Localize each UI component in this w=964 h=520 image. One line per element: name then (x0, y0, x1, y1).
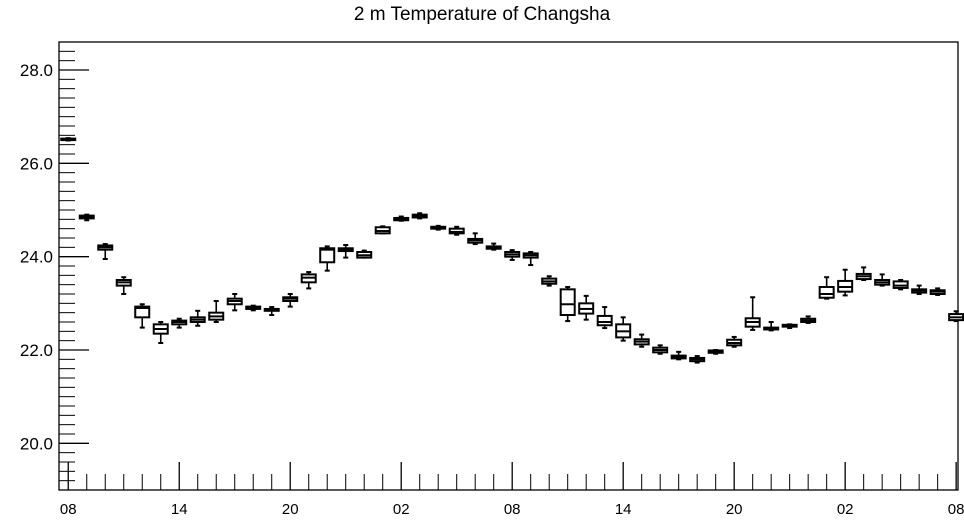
box-18 (393, 215, 410, 222)
x-tick-label: 14 (615, 501, 632, 518)
box-17 (374, 225, 391, 235)
box-9 (226, 293, 243, 312)
y-tick-label: 28.0 (20, 61, 53, 80)
x-tick-label: 08 (948, 501, 964, 518)
box-2 (97, 243, 114, 260)
box-14 (319, 245, 336, 272)
box-33 (670, 350, 687, 361)
box-36 (726, 335, 743, 348)
y-tick-label: 26.0 (20, 154, 53, 173)
box-7 (189, 309, 206, 327)
box-48 (948, 310, 964, 323)
box-47 (929, 287, 946, 296)
box-12 (282, 293, 299, 308)
plot-frame (58, 41, 959, 491)
box-iqr (559, 288, 576, 317)
box-32 (652, 344, 669, 355)
box-4 (134, 303, 151, 329)
box-11 (263, 306, 280, 316)
box-24 (504, 249, 521, 261)
axes: 20.0 22.0 24.0 26.0 28.0 08 14 20 02 08 14 20 02 08 (20, 41, 964, 518)
x-tick-label: 08 (504, 501, 521, 518)
box-34 (689, 355, 706, 364)
box-26 (541, 275, 558, 287)
box-16 (356, 249, 373, 259)
y-tick-label: 24.0 (20, 248, 53, 267)
box-25 (522, 251, 539, 267)
box-46 (911, 284, 928, 295)
box-45 (892, 279, 909, 291)
y-tick-label: 20.0 (20, 434, 53, 453)
box-37 (744, 296, 761, 331)
box-30 (615, 316, 632, 342)
box-35 (707, 349, 724, 355)
box-31 (633, 333, 650, 348)
x-tick-label: 08 (60, 501, 77, 518)
box-1 (78, 213, 95, 222)
x-tick-label: 02 (393, 501, 410, 518)
box-iqr (319, 247, 336, 264)
box-44 (874, 273, 891, 287)
box-27 (559, 286, 576, 323)
box-5 (152, 321, 169, 344)
box-19 (411, 212, 428, 220)
box-23 (485, 242, 502, 251)
box-iqr (134, 305, 151, 319)
box-0 (60, 137, 77, 142)
chart-title: 2 m Temperature of Changsha (353, 4, 611, 25)
y-tick-label: 22.0 (20, 341, 53, 360)
box-21 (448, 225, 465, 236)
box-38 (763, 321, 780, 332)
boxes (60, 137, 964, 364)
box-15 (337, 244, 354, 259)
box-13 (300, 271, 317, 290)
box-28 (578, 294, 595, 321)
box-iqr (596, 314, 613, 327)
x-tick-label: 14 (171, 501, 188, 518)
box-41 (818, 276, 835, 300)
box-3 (115, 276, 132, 295)
box-iqr (818, 286, 835, 299)
box-29 (596, 306, 613, 330)
x-tick-label: 20 (282, 501, 299, 518)
box-10 (245, 304, 262, 312)
box-6 (171, 317, 188, 329)
x-tick-label: 02 (837, 501, 854, 518)
box-43 (855, 266, 872, 281)
box-39 (781, 323, 798, 330)
box-20 (430, 224, 447, 231)
box-8 (208, 300, 225, 323)
x-tick-label: 20 (726, 501, 743, 518)
box-40 (800, 315, 817, 324)
box-22 (467, 232, 484, 246)
box-42 (837, 268, 854, 297)
